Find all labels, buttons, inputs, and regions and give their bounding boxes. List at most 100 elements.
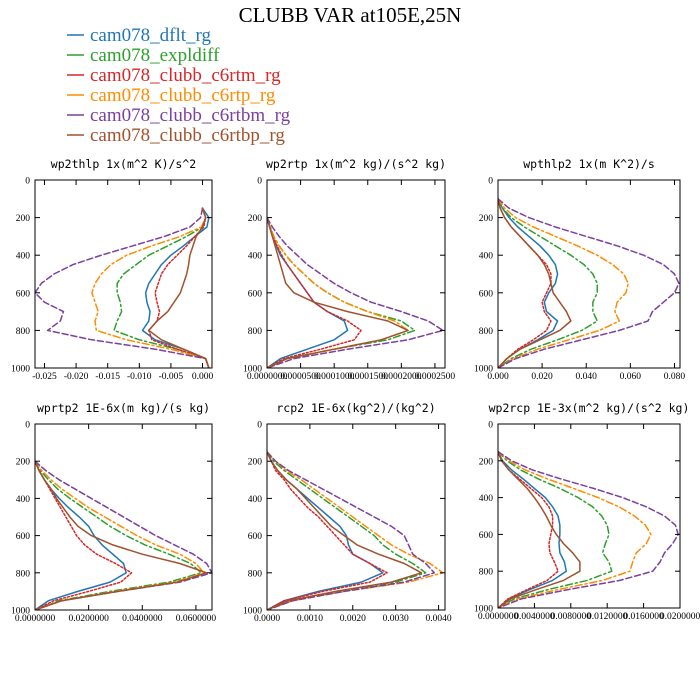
y-tick-label: 200 <box>16 458 31 468</box>
y-tick-label: 200 <box>248 214 263 224</box>
y-tick-label: 400 <box>479 252 494 262</box>
y-tick-label: 600 <box>248 289 263 299</box>
y-tick-label: 800 <box>16 327 31 337</box>
x-tick-label: -0.020 <box>64 372 89 382</box>
y-tick-label: 0 <box>488 421 493 431</box>
chart-panel-1: wp2thlp 1x(m^2 K)/s^2 0 200 400 600 800 1000 -0… <box>11 157 213 382</box>
y-tick-label: 400 <box>248 495 263 505</box>
x-tick-label: -0.005 <box>159 372 184 382</box>
y-tick-label: 1000 <box>11 365 30 375</box>
x-tick-label: -0.010 <box>127 372 152 382</box>
x-tick-label: 0.0040 <box>426 614 452 624</box>
series-line <box>498 198 599 368</box>
chart-panel-6: wp2rcp 1E-3x(m^2 kg)/(s^2 kg) 0 200 400 600 8… <box>474 401 700 622</box>
x-tick-label: 0.0000000 <box>478 612 519 622</box>
series-line <box>35 460 127 610</box>
legend: cam078_dflt_rgcam078_expldiffcam078_club… <box>67 25 291 146</box>
axis-frame <box>497 423 681 609</box>
chart-panel-5: rcp2 1E-6x(kg^2)/(kg^2) 0 200 400 600 800 1000… <box>243 401 452 624</box>
x-tick-label: 0.020 <box>531 372 553 382</box>
y-tick-label: 0 <box>25 177 30 187</box>
y-tick-label: 200 <box>16 214 31 224</box>
x-tick-label: 0.0600000 <box>176 614 217 624</box>
series-line <box>267 451 388 610</box>
series-line <box>498 198 629 368</box>
x-tick-label: 0.0160000 <box>623 612 664 622</box>
series-line <box>267 216 444 368</box>
x-tick-label: 0.000 <box>192 372 214 382</box>
y-tick-label: 1000 <box>474 365 493 375</box>
series-line <box>498 450 567 608</box>
y-tick-label: 800 <box>479 327 494 337</box>
x-tick-label: 0.0001000 <box>314 372 355 382</box>
y-tick-label: 600 <box>479 289 494 299</box>
y-tick-label: 1000 <box>243 607 262 617</box>
series-line <box>498 198 572 368</box>
series-line <box>498 450 581 608</box>
series-line <box>498 450 652 608</box>
series-line <box>267 216 409 368</box>
series-line <box>267 451 444 610</box>
series-line <box>267 451 423 610</box>
y-tick-label: 400 <box>248 252 263 262</box>
legend-label: cam078_clubb_c6rtbp_rg <box>90 125 285 146</box>
y-tick-label: 200 <box>479 457 494 467</box>
x-tick-label: 0.0200000 <box>660 612 700 622</box>
x-tick-label: 0.0020 <box>340 614 366 624</box>
x-tick-label: 0.060 <box>620 372 642 382</box>
y-tick-label: 400 <box>16 252 31 262</box>
x-tick-label: 0.040 <box>576 372 598 382</box>
series-line <box>498 450 679 608</box>
y-tick-label: 200 <box>479 214 494 224</box>
series-line <box>498 450 613 608</box>
series-line <box>35 460 133 610</box>
series-line <box>498 198 559 368</box>
series-line <box>498 198 680 368</box>
y-tick-label: 600 <box>248 532 263 542</box>
x-tick-label: 0.0000000 <box>15 614 56 624</box>
x-tick-label: 0.0002000 <box>381 372 422 382</box>
y-tick-label: 600 <box>16 289 31 299</box>
series-line <box>35 460 208 610</box>
axis-frame <box>266 423 446 611</box>
x-tick-label: 0.0400000 <box>122 614 163 624</box>
y-tick-label: 400 <box>479 494 494 504</box>
y-tick-label: 0 <box>25 421 30 431</box>
panels: wp2thlp 1x(m^2 K)/s^2 0 200 400 600 800 1000 -0… <box>11 157 700 624</box>
series-line <box>35 460 203 610</box>
y-tick-label: 600 <box>479 531 494 541</box>
x-tick-label: 0.000 <box>487 372 509 382</box>
series-line <box>35 460 205 610</box>
legend-label: cam078_expldiff <box>90 45 220 66</box>
x-tick-label: 0.0040000 <box>514 612 555 622</box>
y-tick-label: 1000 <box>474 605 493 615</box>
x-tick-label: 0.0000000 <box>247 372 288 382</box>
chart-panel-2: wp2rtp 1x(m^2 kg)/(s^2 kg) 0 200 400 600 800 1… <box>243 157 455 382</box>
legend-label: cam078_clubb_c6rtm_rg <box>90 65 281 86</box>
y-tick-label: 1000 <box>243 365 262 375</box>
x-tick-label: 0.080 <box>664 372 686 382</box>
axis-frame <box>34 423 213 611</box>
axis-frame <box>497 179 681 369</box>
y-tick-label: 0 <box>257 421 262 431</box>
panel-title: rcp2 1E-6x(kg^2)/(kg^2) <box>276 401 435 415</box>
x-tick-label: 0.0120000 <box>587 612 628 622</box>
panel-title: wp2rcp 1E-3x(m^2 kg)/(s^2 kg) <box>489 401 690 415</box>
x-tick-label: 0.0080000 <box>551 612 592 622</box>
chart-panel-3: wpthlp2 1x(m K^2)/s 0 200 400 600 800 10000.00… <box>474 157 685 382</box>
series-line <box>35 207 210 368</box>
y-tick-label: 800 <box>248 327 263 337</box>
series-line <box>113 207 210 368</box>
series-line <box>498 198 552 368</box>
x-tick-label: 0.0030 <box>383 614 409 624</box>
axis-frame <box>266 179 446 369</box>
series-line <box>267 216 416 368</box>
y-tick-label: 1000 <box>11 607 30 617</box>
x-tick-label: 0.0001500 <box>348 372 389 382</box>
y-tick-label: 400 <box>16 495 31 505</box>
y-tick-label: 600 <box>16 532 31 542</box>
y-tick-label: 200 <box>248 458 263 468</box>
panel-title: wp2thlp 1x(m^2 K)/s^2 <box>51 157 196 171</box>
y-tick-label: 0 <box>257 177 262 187</box>
